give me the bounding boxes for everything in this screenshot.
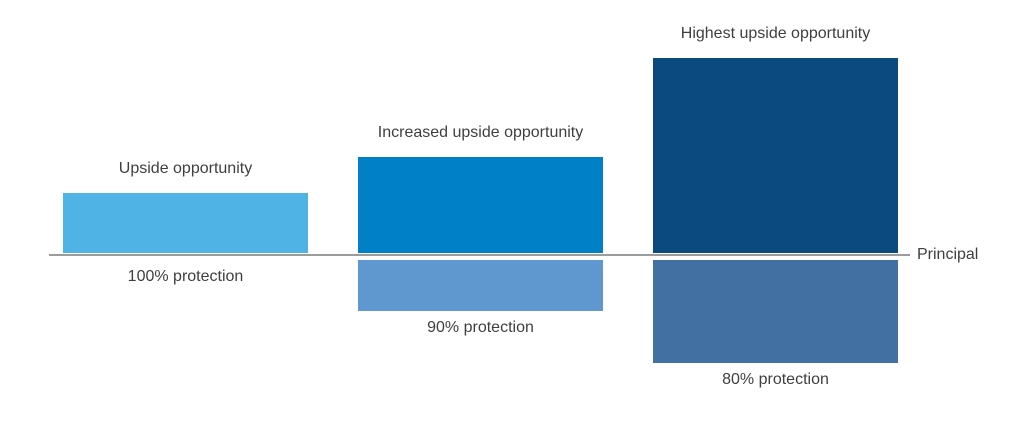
- bar-group-80-protection: Highest upside opportunity 80% protectio…: [653, 0, 898, 446]
- bar-group-100-protection: Upside opportunity 100% protection: [63, 0, 308, 446]
- protection-label: 90% protection: [427, 319, 534, 336]
- upside-bar: [653, 58, 898, 253]
- principal-baseline-line: [49, 254, 910, 256]
- protection-label: 80% protection: [722, 371, 829, 388]
- principal-label: Principal: [917, 246, 979, 263]
- downside-bar: [358, 260, 603, 311]
- upside-bar: [358, 157, 603, 253]
- bar-group-90-protection: Increased upside opportunity 90% protect…: [358, 0, 603, 446]
- protection-label: 100% protection: [127, 268, 244, 285]
- upside-label: Upside opportunity: [118, 160, 253, 177]
- upside-bar: [63, 193, 308, 253]
- upside-label: Increased upside opportunity: [377, 124, 584, 141]
- upside-label: Highest upside opportunity: [680, 25, 871, 42]
- downside-bar: [653, 260, 898, 363]
